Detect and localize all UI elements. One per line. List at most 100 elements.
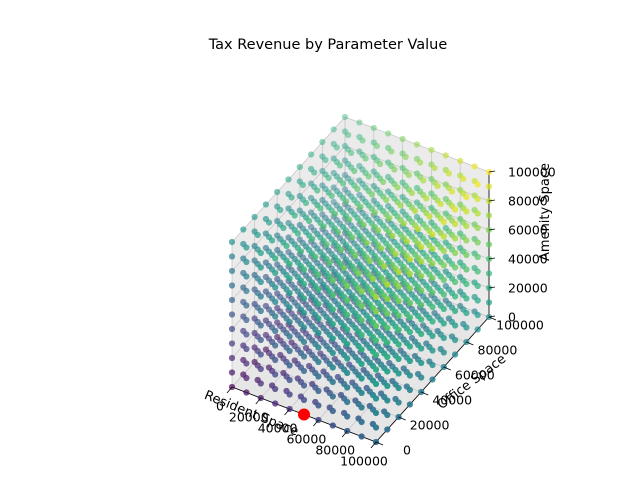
data-point [257, 336, 264, 344]
data-point [285, 176, 292, 183]
data-point [474, 181, 481, 188]
x-tick [226, 386, 233, 394]
data-point [325, 174, 332, 182]
data-point [400, 220, 407, 227]
data-point [349, 234, 356, 241]
tick-marks [226, 170, 497, 449]
data-point [411, 207, 419, 215]
data-point [286, 304, 293, 311]
data-point [337, 246, 345, 254]
data-point [280, 224, 287, 232]
y-tick-label: 0 [403, 443, 411, 458]
data-point [429, 274, 436, 282]
data-point [257, 278, 264, 286]
data-point [429, 245, 436, 253]
data-point [440, 218, 447, 226]
z-tick [488, 315, 496, 318]
data-point [272, 342, 279, 349]
data-point [429, 332, 436, 340]
data-point [381, 263, 388, 270]
data-point [406, 270, 413, 278]
data-point [228, 311, 236, 318]
data-point [329, 277, 336, 284]
data-point [323, 241, 330, 248]
data-point [452, 351, 459, 358]
data-point [322, 156, 329, 164]
data-point [366, 257, 373, 265]
x-tick [341, 430, 348, 438]
data-point [440, 320, 447, 327]
data-point [474, 195, 481, 203]
data-point [333, 144, 340, 151]
data-point [474, 224, 481, 232]
data-point [418, 316, 425, 323]
data-point [384, 353, 391, 361]
data-point [405, 171, 412, 179]
data-point [395, 384, 402, 392]
data-point [406, 314, 413, 321]
data-point [300, 396, 308, 404]
data-point [408, 189, 415, 197]
data-point [300, 266, 308, 273]
data-point [429, 318, 436, 325]
data-point [452, 336, 459, 344]
data-point [406, 372, 413, 379]
data-point [315, 358, 322, 366]
data-point [428, 146, 435, 154]
y-tick [375, 441, 384, 446]
y-tick [421, 391, 429, 396]
data-point [417, 159, 424, 166]
data-point [228, 238, 236, 246]
data-point [286, 362, 293, 369]
z-axis-label: Amenity Space [538, 163, 553, 261]
z-tick-label: 0 [508, 310, 516, 325]
data-point [452, 235, 459, 242]
data-point [330, 126, 337, 133]
data-point [356, 119, 363, 126]
y-tick [398, 416, 406, 421]
data-point [359, 137, 366, 144]
z-tick-label: 80000 [508, 194, 548, 209]
data-point [434, 182, 441, 190]
data-point [372, 395, 380, 402]
data-point [397, 202, 404, 209]
y-tick-label: 20000 [410, 418, 450, 433]
data-point [485, 241, 493, 248]
x-tick-label: 100000 [340, 454, 388, 469]
data-point [406, 256, 413, 263]
x-tick [284, 408, 290, 416]
data-point [406, 401, 413, 408]
data-point [429, 347, 436, 354]
data-point [463, 251, 470, 259]
data-point [286, 318, 293, 326]
z-tick-label: 100000 [508, 165, 556, 180]
data-point [452, 278, 459, 286]
data-point [429, 231, 436, 238]
data-point [384, 411, 391, 419]
data-point [329, 407, 336, 415]
x-tick-label: 0 [216, 399, 224, 414]
data-point [312, 253, 319, 261]
data-point [463, 280, 470, 288]
data-point [452, 249, 459, 257]
data-point [418, 301, 425, 309]
data-point [442, 152, 449, 159]
data-point [272, 356, 279, 364]
data-point [257, 322, 264, 329]
data-point [243, 273, 250, 280]
data-point [485, 183, 493, 190]
data-point [243, 244, 250, 251]
data-point [286, 260, 293, 268]
data-point [314, 187, 321, 194]
data-point [485, 299, 493, 306]
data-point [369, 275, 376, 283]
data-point [429, 376, 436, 383]
data-point [346, 216, 353, 223]
data-point [315, 402, 322, 409]
data-point [463, 237, 470, 244]
data-point [471, 163, 478, 170]
data-point [440, 334, 447, 342]
data-point [406, 299, 413, 307]
data-point [406, 328, 413, 336]
data-point [319, 138, 326, 146]
